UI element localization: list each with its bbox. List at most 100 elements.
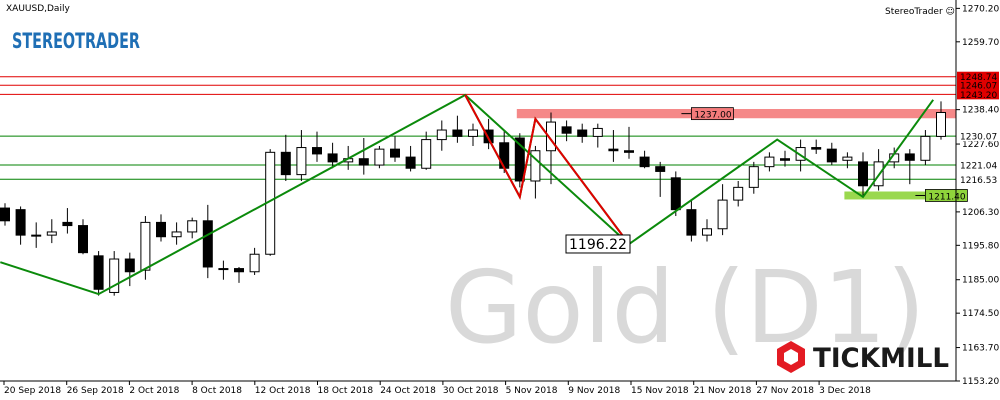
candle-body bbox=[904, 153, 915, 161]
x-tick-label: 21 Nov 2018 bbox=[694, 386, 752, 396]
candle bbox=[608, 130, 619, 162]
candle bbox=[46, 219, 57, 244]
y-tick-label: 1259.70 bbox=[962, 38, 999, 48]
candles-group bbox=[0, 101, 946, 296]
candle bbox=[0, 203, 10, 226]
candle-body bbox=[795, 147, 806, 161]
candle-body bbox=[577, 129, 588, 137]
candle-body bbox=[15, 209, 26, 236]
candle-body bbox=[249, 253, 260, 273]
level-axis-box-5 bbox=[957, 159, 999, 170]
candle bbox=[405, 145, 416, 172]
level-axis-box-3 bbox=[957, 89, 999, 100]
candle bbox=[780, 150, 790, 167]
candle bbox=[748, 161, 759, 194]
candle-body bbox=[140, 221, 151, 271]
level-axis-label-4: 1230.07 bbox=[960, 133, 997, 143]
candle-body bbox=[858, 161, 868, 187]
level-axis-box-4 bbox=[957, 131, 999, 142]
x-tick-label: 9 Nov 2018 bbox=[568, 386, 620, 396]
candle bbox=[514, 133, 525, 188]
level-axis-box-6 bbox=[957, 174, 999, 185]
candle bbox=[358, 137, 369, 175]
y-tick-label: 1163.70 bbox=[962, 344, 999, 354]
level-axis-box-1 bbox=[957, 71, 999, 82]
tickmill-logo: TICKMILL bbox=[777, 341, 949, 374]
candle bbox=[530, 145, 541, 199]
candle-body bbox=[639, 156, 650, 168]
candle-body bbox=[358, 158, 369, 166]
candle bbox=[717, 184, 728, 236]
candle bbox=[452, 115, 463, 143]
candle-body bbox=[780, 158, 790, 161]
y-tick-label: 1185.00 bbox=[962, 276, 999, 286]
candle bbox=[920, 130, 931, 166]
candle bbox=[31, 222, 42, 248]
y-tick-label: 1206.30 bbox=[962, 208, 999, 218]
candle-body bbox=[436, 129, 447, 141]
candle-body bbox=[109, 258, 120, 293]
candle bbox=[811, 139, 822, 154]
x-tick-label: 2 Oct 2018 bbox=[129, 386, 179, 396]
zone-label-1: 1237.00 bbox=[694, 111, 731, 121]
candle bbox=[483, 118, 494, 150]
x-tick-label: 15 Nov 2018 bbox=[631, 386, 689, 396]
y-tick-label: 1153.20 bbox=[962, 377, 999, 387]
candle-body bbox=[452, 129, 463, 137]
candle-body bbox=[62, 221, 73, 227]
x-tick-label: 8 Oct 2018 bbox=[192, 386, 242, 396]
candle-body bbox=[0, 207, 10, 222]
candle bbox=[670, 171, 681, 217]
zone-label-box-2 bbox=[925, 189, 968, 202]
candle bbox=[686, 200, 697, 242]
provider-label: StereoTrader ☺ bbox=[885, 7, 955, 17]
candle-body bbox=[468, 129, 478, 137]
candle-body bbox=[826, 148, 837, 163]
candle-body bbox=[234, 268, 244, 273]
candle-body bbox=[374, 148, 385, 166]
level-axis-label-5: 1221.04 bbox=[960, 161, 997, 171]
candle bbox=[764, 152, 775, 172]
candle-body bbox=[936, 112, 946, 137]
candle-body bbox=[624, 150, 634, 153]
candle bbox=[702, 219, 712, 242]
candle bbox=[826, 142, 837, 166]
candle bbox=[592, 123, 603, 148]
candle bbox=[312, 131, 322, 162]
candle bbox=[93, 251, 104, 296]
watermark-text: Gold (D1) bbox=[445, 249, 925, 366]
candle bbox=[15, 206, 26, 245]
candle bbox=[234, 266, 244, 283]
candle bbox=[156, 214, 166, 242]
candle-body bbox=[702, 228, 712, 236]
y-tick-label: 1227.60 bbox=[962, 140, 999, 150]
candle bbox=[858, 152, 868, 196]
candle-body bbox=[499, 142, 510, 169]
candle-body bbox=[296, 147, 307, 176]
x-tick-label: 12 Oct 2018 bbox=[255, 386, 311, 396]
zone-2 bbox=[844, 191, 956, 200]
candle-body bbox=[655, 166, 666, 172]
candle-body bbox=[842, 156, 853, 161]
candle-body bbox=[202, 220, 213, 268]
zone-label-box-1 bbox=[691, 107, 734, 121]
candle-body bbox=[608, 148, 619, 152]
candle-body bbox=[46, 231, 57, 236]
candle-body bbox=[733, 186, 744, 201]
candle bbox=[733, 180, 744, 207]
provider-label-text: StereoTrader bbox=[885, 7, 943, 17]
candle-body bbox=[483, 129, 494, 144]
candle-body bbox=[280, 151, 291, 176]
candle bbox=[280, 134, 291, 181]
candle bbox=[296, 130, 307, 181]
candle bbox=[842, 152, 853, 169]
candle-body bbox=[405, 156, 416, 169]
candle-body bbox=[592, 127, 603, 137]
candle bbox=[904, 149, 915, 185]
candle-body bbox=[561, 126, 572, 134]
candle-body bbox=[811, 147, 822, 150]
candle-body bbox=[670, 177, 681, 211]
level-axis-label-3: 1243.20 bbox=[960, 91, 997, 101]
annotation-box-1 bbox=[565, 234, 631, 254]
